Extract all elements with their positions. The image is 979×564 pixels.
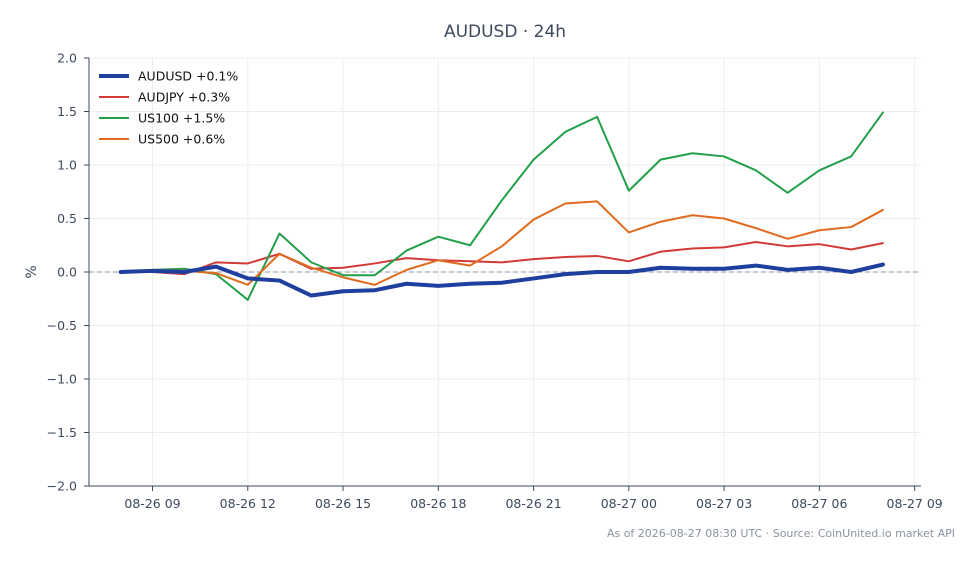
legend-label: AUDUSD +0.1%: [138, 69, 238, 84]
x-tick-label: 08-27 06: [791, 496, 847, 511]
y-tick-label: 1.0: [57, 158, 77, 173]
x-tick-label: 08-26 21: [505, 496, 561, 511]
x-tick-label: 08-27 03: [696, 496, 752, 511]
y-tick-label: 1.5: [57, 104, 77, 119]
x-tick-label: 08-27 00: [601, 496, 657, 511]
series-line-1: [118, 262, 885, 298]
y-axis-label: %: [24, 265, 40, 278]
series-line-3: [119, 111, 884, 301]
x-axis-ticks: 08-26 09 08-26 12 08-26 15 08-26 18 08-26 21…: [124, 486, 943, 511]
y-tick-label: −1.5: [47, 425, 77, 440]
y-tick-label: 2.0: [57, 51, 77, 66]
x-tick-label: 08-26 12: [220, 496, 276, 511]
series-line-2: [119, 241, 884, 276]
y-tick-label: −2.0: [47, 479, 77, 494]
y-tick-label: 0.0: [57, 265, 77, 280]
y-axis-ticks: 2.0 1.5 1.0 0.5 0.0 −0.5 −1.0 −1.5 −2.0: [47, 51, 89, 494]
x-tick-label: 08-26 18: [410, 496, 466, 511]
x-tick-label: 08-27 09: [887, 496, 943, 511]
y-tick-label: −0.5: [47, 318, 77, 333]
series-lines: [118, 111, 885, 301]
legend-label: AUDJPY +0.3%: [138, 90, 230, 105]
y-tick-label: −1.0: [47, 372, 77, 387]
legend: AUDUSD +0.1% AUDJPY +0.3% US100 +1.5% US500…: [99, 69, 238, 147]
legend-label: US500 +0.6%: [138, 132, 225, 147]
footer-source-note: As of 2026-08-27 08:30 UTC · Source: Coi…: [607, 527, 955, 540]
legend-label: US100 +1.5%: [138, 111, 225, 126]
y-tick-label: 0.5: [57, 211, 77, 226]
x-tick-label: 08-26 09: [124, 496, 180, 511]
x-tick-label: 08-26 15: [315, 496, 371, 511]
chart-title: AUDUSD · 24h: [444, 22, 566, 42]
series-line-4: [119, 200, 884, 286]
